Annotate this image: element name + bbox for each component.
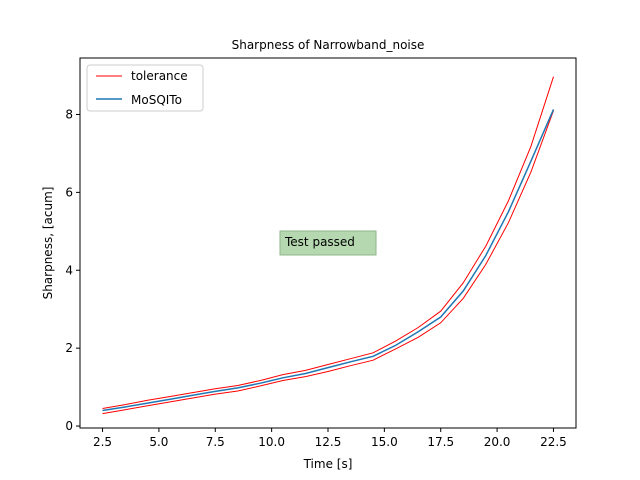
legend-label-tolerance: tolerance: [131, 69, 188, 83]
x-tick-label: 22.5: [540, 435, 567, 449]
test-result-annotation: Test passed: [279, 230, 377, 256]
legend-label-mosqito: MoSQITo: [131, 93, 182, 107]
chart-title: Sharpness of Narrowband_noise: [232, 38, 425, 52]
series-layer: [102, 76, 555, 415]
x-tick-label: 17.5: [427, 435, 454, 449]
y-tick-label: 0: [65, 419, 73, 433]
tolerance-upper-line: [102, 76, 554, 409]
x-tick-label: 20.0: [484, 435, 511, 449]
x-axis-label: Time [s]: [303, 457, 353, 471]
mosqito-line: [102, 109, 555, 412]
y-tick-label: 6: [65, 185, 73, 199]
ticks-layer: 2.5 5.0 7.5 10.0 12.5 15.0 17.5 20.0 22.5 0 2 4 6 8: [65, 107, 566, 449]
x-tick-label: 7.5: [206, 435, 225, 449]
x-tick-label: 10.0: [258, 435, 285, 449]
x-tick-label: 12.5: [315, 435, 342, 449]
test-result-box: [279, 230, 377, 256]
test-result-text: Test passed: [284, 235, 355, 249]
y-tick-label: 2: [65, 341, 73, 355]
legend: tolerance MoSQITo: [86, 64, 204, 112]
x-tick-label: 5.0: [149, 435, 168, 449]
y-axis-label: Sharpness, [acum]: [41, 187, 55, 300]
y-tick-label: 8: [65, 107, 73, 121]
x-tick-label: 15.0: [371, 435, 398, 449]
y-tick-label: 4: [65, 263, 73, 277]
tolerance-lower-line: [102, 110, 554, 415]
x-tick-label: 2.5: [93, 435, 112, 449]
